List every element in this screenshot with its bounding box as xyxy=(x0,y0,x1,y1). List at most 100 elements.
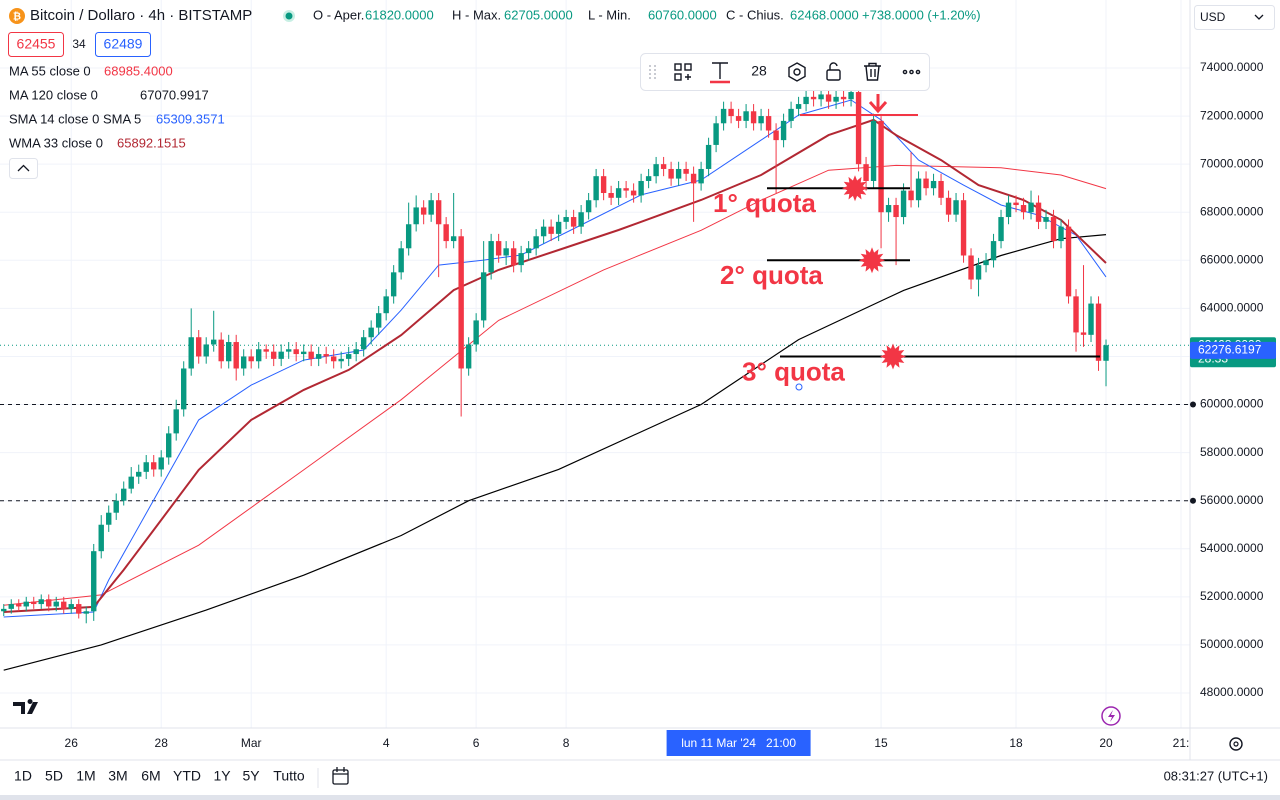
x-tick-label: 26 xyxy=(65,736,79,750)
currency-select[interactable] xyxy=(1194,5,1275,30)
level-label: 3° quota xyxy=(742,356,845,386)
crosshair-time-tag xyxy=(666,730,811,756)
templates-icon-part xyxy=(674,73,682,81)
indicator-line xyxy=(3,118,1107,613)
candle-body xyxy=(31,601,37,605)
x-tick-label: 8 xyxy=(563,736,570,750)
currency: USD xyxy=(1200,10,1226,24)
candle-body xyxy=(398,248,404,273)
candle-body xyxy=(218,339,224,362)
more-dot[interactable] xyxy=(902,69,908,75)
drawn-arrow xyxy=(868,94,888,114)
candle-body xyxy=(435,200,442,225)
range-button[interactable]: 1M xyxy=(76,768,95,784)
range-button[interactable]: 5Y xyxy=(242,768,260,784)
font-size[interactable]: 28 xyxy=(751,63,767,79)
ohlc-label: C - Chius. xyxy=(726,7,784,22)
symbol[interactable]: Bitcoin / Dollaro · 4h · BITSTAMP xyxy=(30,7,252,24)
ohlc-label: L - Min. xyxy=(588,7,631,22)
candle-body xyxy=(968,255,974,280)
candle-body xyxy=(938,180,944,198)
candle-body xyxy=(593,176,599,201)
y-tick-label: 70000.0000 xyxy=(1200,156,1264,170)
x-tick-label: 28 xyxy=(155,736,169,750)
candle-body xyxy=(383,296,389,314)
legend-name: SMA 14 close 0 SMA 5 xyxy=(9,111,141,126)
candle-body xyxy=(878,120,884,213)
candle-body xyxy=(240,356,247,369)
currency-caret xyxy=(1254,14,1264,20)
x-tick-label: 20 xyxy=(1099,736,1113,750)
candle-body xyxy=(203,344,209,357)
candle-body xyxy=(121,488,127,501)
clock[interactable]: 08:31:27 (UTC+1) xyxy=(1164,768,1268,783)
crosshair-anchor xyxy=(795,383,803,391)
templates-icon-part xyxy=(684,63,692,71)
ohlc-label: O - Aper. xyxy=(313,7,364,22)
range-button[interactable]: 1D xyxy=(14,768,32,784)
candle-body xyxy=(345,354,352,359)
candle-body xyxy=(1013,202,1019,206)
candle-body xyxy=(188,337,194,369)
candle-body xyxy=(923,178,929,189)
y-tick-label: 48000.0000 xyxy=(1200,685,1264,699)
alert-bolt xyxy=(1108,710,1115,722)
candle-body xyxy=(226,342,232,362)
range-button[interactable]: 1Y xyxy=(213,768,231,784)
buy-box[interactable] xyxy=(95,32,151,57)
alert-icon[interactable] xyxy=(1101,706,1121,726)
lock-icon[interactable] xyxy=(826,69,841,81)
buy-price: 62489 xyxy=(104,36,143,52)
candle-body xyxy=(1080,332,1087,335)
candle-body xyxy=(983,260,989,266)
date-range-icon[interactable] xyxy=(332,769,349,785)
x-tick-label: Mar xyxy=(241,736,262,750)
range-button[interactable]: 5D xyxy=(45,768,63,784)
date-range-icon-part xyxy=(333,767,348,775)
candle-body xyxy=(136,471,142,477)
candle-body xyxy=(405,224,412,249)
crosshair-time-label: lun 11 Mar '24 21:00 xyxy=(681,736,796,750)
text-icon[interactable] xyxy=(712,62,728,79)
candle-body xyxy=(293,349,299,355)
settings-icon[interactable] xyxy=(788,62,806,82)
x-tick-label: 6 xyxy=(473,736,480,750)
candle-body xyxy=(900,190,907,218)
candle-body xyxy=(953,200,959,215)
templates-icon[interactable] xyxy=(674,63,682,71)
settings-gear-center xyxy=(1233,741,1239,747)
range-button[interactable]: YTD xyxy=(173,768,201,784)
candle-body xyxy=(510,248,517,266)
price-line-marker xyxy=(1190,401,1196,408)
candle-body xyxy=(413,207,419,225)
candle-body xyxy=(353,349,359,355)
level-label: 2° quota xyxy=(720,260,823,290)
candle-body xyxy=(270,351,277,359)
candle-body xyxy=(518,253,524,266)
range-button[interactable]: Tutto xyxy=(273,768,305,784)
delete-icon[interactable] xyxy=(864,62,881,81)
range-button[interactable]: 3M xyxy=(108,768,127,784)
candle-body xyxy=(488,241,494,273)
candle-body xyxy=(98,524,104,552)
templates-icon-plus xyxy=(685,74,691,80)
candle-body xyxy=(1043,217,1049,222)
y-tick-label: 52000.0000 xyxy=(1200,589,1264,603)
candle-body xyxy=(908,190,914,201)
range-button[interactable]: 6M xyxy=(141,768,160,784)
y-tick-label: 50000.0000 xyxy=(1200,637,1264,651)
candle-body xyxy=(645,176,652,181)
candle-body xyxy=(255,349,262,362)
candle-body xyxy=(315,354,322,359)
candle-body xyxy=(390,272,397,297)
ohlc-value: 62705.0000 xyxy=(504,7,573,22)
candle-body xyxy=(458,236,464,369)
sell-box[interactable] xyxy=(8,32,64,57)
candle-body xyxy=(623,188,629,191)
collapse-button[interactable] xyxy=(9,158,38,179)
settings-gear[interactable] xyxy=(1229,737,1243,751)
ohlc-value: 60760.0000 xyxy=(648,7,717,22)
candle-body xyxy=(855,92,862,165)
tradingview-logo[interactable] xyxy=(13,699,38,714)
